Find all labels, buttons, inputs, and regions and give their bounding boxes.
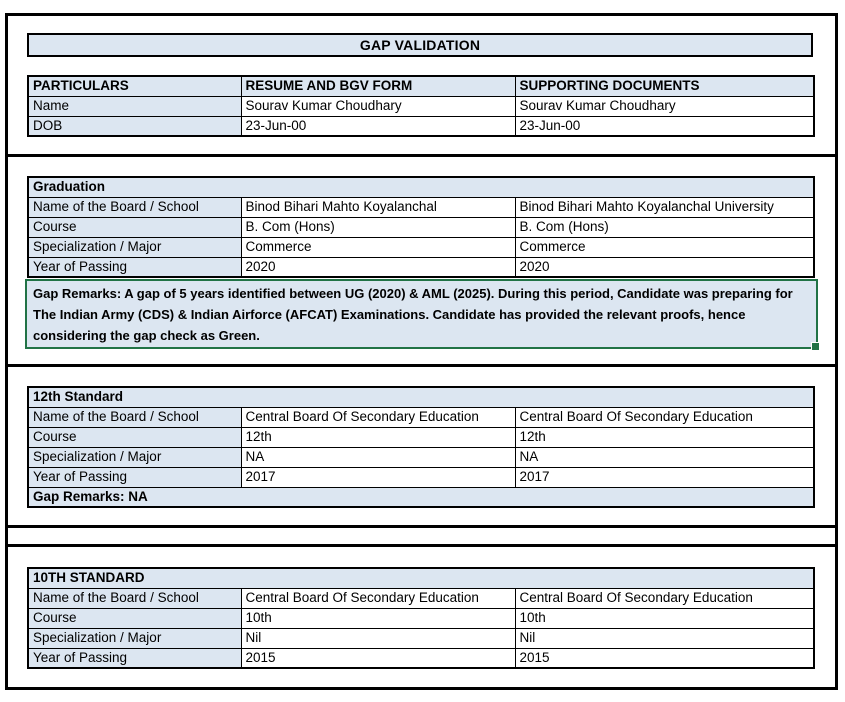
- table-row: Year of Passing 2017 2017: [27, 466, 815, 488]
- cell-course-supporting[interactable]: B. Com (Hons): [514, 216, 815, 238]
- section-title-row: 10TH STANDARD: [27, 567, 815, 589]
- section-graduation-band: Graduation Name of the Board / School Bi…: [8, 157, 835, 367]
- section-header-band: GAP VALIDATION PARTICULARS RESUME AND BG…: [8, 16, 835, 157]
- cell-board-resume[interactable]: Central Board Of Secondary Education: [240, 587, 516, 609]
- table-row: Year of Passing 2015 2015: [27, 647, 815, 669]
- column-header-supporting-docs[interactable]: SUPPORTING DOCUMENTS: [514, 75, 815, 97]
- cell-label-specialization[interactable]: Specialization / Major: [27, 236, 242, 258]
- cell-board-resume[interactable]: Binod Bihari Mahto Koyalanchal: [240, 196, 516, 218]
- section-title-row: Graduation: [27, 176, 815, 198]
- cell-name-supporting[interactable]: Sourav Kumar Choudhary: [514, 95, 815, 117]
- cell-board-supporting[interactable]: Central Board Of Secondary Education: [514, 406, 815, 428]
- spacer-band: [8, 528, 835, 547]
- cell-year-supporting[interactable]: 2017: [514, 466, 815, 488]
- cell-specialization-resume[interactable]: NA: [240, 446, 516, 468]
- gap-remarks-row: Gap Remarks: NA: [27, 486, 815, 508]
- cell-label-year[interactable]: Year of Passing: [27, 466, 242, 488]
- table-row: Specialization / Major NA NA: [27, 446, 815, 468]
- cell-label-board[interactable]: Name of the Board / School: [27, 406, 242, 428]
- gap-remarks-text: Gap Remarks: A gap of 5 years identified…: [33, 286, 793, 343]
- cell-label-year[interactable]: Year of Passing: [27, 256, 242, 278]
- cell-year-supporting[interactable]: 2015: [514, 647, 815, 669]
- cell-dob-supporting[interactable]: 23-Jun-00: [514, 115, 815, 137]
- table-row: Course 10th 10th: [27, 607, 815, 629]
- cell-specialization-resume[interactable]: Commerce: [240, 236, 516, 258]
- table-row: Name of the Board / School Binod Bihari …: [27, 196, 815, 218]
- section-title-graduation[interactable]: Graduation: [27, 176, 815, 198]
- cell-label-course[interactable]: Course: [27, 426, 242, 448]
- gap-remarks-12th-cell[interactable]: Gap Remarks: NA: [27, 486, 815, 508]
- cell-specialization-resume[interactable]: Nil: [240, 627, 516, 649]
- selection-fill-handle[interactable]: [811, 342, 820, 351]
- table-row: Course B. Com (Hons) B. Com (Hons): [27, 216, 815, 238]
- cell-course-supporting[interactable]: 10th: [514, 607, 815, 629]
- cell-course-resume[interactable]: B. Com (Hons): [240, 216, 516, 238]
- cell-label-course[interactable]: Course: [27, 607, 242, 629]
- cell-label-name[interactable]: Name: [27, 95, 242, 117]
- cell-specialization-supporting[interactable]: Commerce: [514, 236, 815, 258]
- table-row: Name of the Board / School Central Board…: [27, 406, 815, 428]
- cell-label-year[interactable]: Year of Passing: [27, 647, 242, 669]
- cell-label-course[interactable]: Course: [27, 216, 242, 238]
- cell-dob-resume[interactable]: 23-Jun-00: [240, 115, 516, 137]
- cell-course-resume[interactable]: 10th: [240, 607, 516, 629]
- table-row: Specialization / Major Nil Nil: [27, 627, 815, 649]
- cell-label-board[interactable]: Name of the Board / School: [27, 587, 242, 609]
- cell-label-specialization[interactable]: Specialization / Major: [27, 446, 242, 468]
- cell-label-board[interactable]: Name of the Board / School: [27, 196, 242, 218]
- page-title: GAP VALIDATION: [27, 33, 813, 57]
- column-header-resume-bgv[interactable]: RESUME AND BGV FORM: [240, 75, 516, 97]
- cell-year-resume[interactable]: 2015: [240, 647, 516, 669]
- table-row: Year of Passing 2020 2020: [27, 256, 815, 278]
- section-12th-band: 12th Standard Name of the Board / School…: [8, 367, 835, 528]
- table-row: Specialization / Major Commerce Commerce: [27, 236, 815, 258]
- table-row: DOB 23-Jun-00 23-Jun-00: [27, 115, 815, 137]
- cell-specialization-supporting[interactable]: Nil: [514, 627, 815, 649]
- section-title-10th[interactable]: 10TH STANDARD: [27, 567, 815, 589]
- table-row: Name Sourav Kumar Choudhary Sourav Kumar…: [27, 95, 815, 117]
- table-row: Name of the Board / School Central Board…: [27, 587, 815, 609]
- section-title-row: 12th Standard: [27, 386, 815, 408]
- twelfth-standard-table: 12th Standard Name of the Board / School…: [27, 386, 815, 508]
- table-header-row: PARTICULARS RESUME AND BGV FORM SUPPORTI…: [27, 75, 815, 97]
- gap-remarks-selected-cell[interactable]: Gap Remarks: A gap of 5 years identified…: [25, 279, 820, 351]
- particulars-table: PARTICULARS RESUME AND BGV FORM SUPPORTI…: [27, 75, 815, 137]
- cell-name-resume[interactable]: Sourav Kumar Choudhary: [240, 95, 516, 117]
- table-row: Course 12th 12th: [27, 426, 815, 448]
- cell-course-resume[interactable]: 12th: [240, 426, 516, 448]
- cell-board-supporting[interactable]: Binod Bihari Mahto Koyalanchal Universit…: [514, 196, 815, 218]
- section-10th-band: 10TH STANDARD Name of the Board / School…: [8, 547, 835, 687]
- cell-year-supporting[interactable]: 2020: [514, 256, 815, 278]
- cell-year-resume[interactable]: 2017: [240, 466, 516, 488]
- document-outer-frame: GAP VALIDATION PARTICULARS RESUME AND BG…: [5, 13, 838, 690]
- cell-specialization-supporting[interactable]: NA: [514, 446, 815, 468]
- cell-board-supporting[interactable]: Central Board Of Secondary Education: [514, 587, 815, 609]
- graduation-table: Graduation Name of the Board / School Bi…: [27, 176, 816, 278]
- cell-label-dob[interactable]: DOB: [27, 115, 242, 137]
- section-title-12th[interactable]: 12th Standard: [27, 386, 815, 408]
- cell-board-resume[interactable]: Central Board Of Secondary Education: [240, 406, 516, 428]
- column-header-particulars[interactable]: PARTICULARS: [27, 75, 242, 97]
- cell-year-resume[interactable]: 2020: [240, 256, 516, 278]
- cell-label-specialization[interactable]: Specialization / Major: [27, 627, 242, 649]
- cell-course-supporting[interactable]: 12th: [514, 426, 815, 448]
- tenth-standard-table: 10TH STANDARD Name of the Board / School…: [27, 567, 816, 669]
